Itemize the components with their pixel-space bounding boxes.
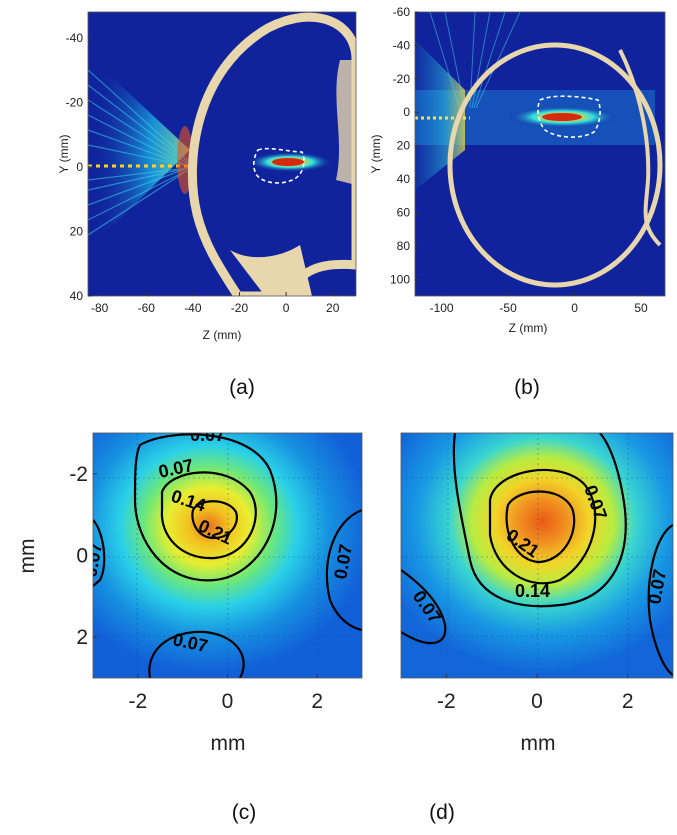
panel-b-x-axis-label: Z (mm) — [509, 321, 548, 335]
panel-b-focal-spot — [542, 113, 582, 121]
y-tick-label: 40 — [70, 289, 84, 303]
x-tick-label: -2 — [128, 690, 147, 713]
caption-c: (c) — [232, 801, 257, 824]
panel-c-contour-right — [325, 508, 362, 632]
x-tick-label: 0 — [571, 301, 578, 315]
panel-a-y-axis-label: Y (mm) — [57, 134, 71, 173]
panel-c-contour-021 — [191, 500, 238, 540]
y-tick-label: 0 — [403, 105, 410, 119]
panel-a-target-outline — [253, 147, 305, 184]
y-tick-label: 2 — [76, 626, 88, 649]
panel-c-contour-bottom — [148, 630, 245, 678]
x-tick-label: 0 — [283, 301, 290, 315]
panel-c-ticks: -2 0 2 -2 0 2 — [69, 463, 323, 713]
caption-b: (b) — [514, 376, 540, 399]
y-tick-label: 80 — [397, 239, 411, 253]
y-tick-label: 20 — [70, 224, 84, 238]
y-tick-label: 60 — [397, 205, 411, 219]
panel-d-x-axis-label: mm — [521, 732, 556, 755]
x-tick-label: -40 — [184, 301, 202, 315]
x-tick-label: 20 — [326, 301, 340, 315]
panel-d-contour-014 — [488, 468, 597, 585]
panel-a-skull-base — [230, 245, 312, 296]
panel-d-contour-021 — [505, 490, 576, 564]
panel-d-contour-right — [647, 524, 673, 676]
panel-a-beam-fringes — [88, 69, 189, 236]
panel-b-skull — [447, 42, 663, 288]
y-tick-label: 40 — [397, 172, 411, 186]
x-tick-label: 2 — [311, 690, 323, 713]
panel-d: 0.07 0.21 0.14 0.07 0.07 -2 0 2 mm — [400, 432, 674, 755]
panel-d-contour-left — [401, 569, 447, 645]
panel-d-contour-007 — [452, 433, 627, 608]
x-tick-label: -2 — [437, 690, 456, 713]
panel-c-y-axis-label: mm — [16, 539, 39, 574]
y-tick-label: 0 — [76, 160, 83, 174]
x-tick-label: 2 — [622, 690, 634, 713]
panel-c-contour-007 — [133, 433, 278, 582]
y-tick-label: -20 — [393, 72, 411, 86]
panel-b-skull-right — [618, 49, 662, 247]
panel-a: -80 -60 -40 -20 0 20 -40 -20 0 20 40 Z (mm) Y (mm) — [57, 11, 357, 342]
panel-b-y-axis-label: Y (mm) — [369, 134, 383, 173]
y-tick-label: -2 — [69, 463, 88, 486]
panel-d-heatmap — [401, 433, 673, 678]
panel-b: -100 -50 0 50 -60 -40 -20 0 20 40 60 80 100 Z (mm) Y… — [369, 5, 666, 335]
y-tick-label: 100 — [390, 272, 410, 286]
x-tick-label: -60 — [138, 301, 156, 315]
y-tick-label: -40 — [393, 38, 411, 52]
panel-b-ticks: -100 -50 0 50 -60 -40 -20 0 20 40 60 80 100 — [390, 5, 648, 315]
panel-d-ticks: -2 0 2 — [437, 674, 634, 713]
panel-a-beam — [88, 55, 190, 250]
y-tick-label: -40 — [66, 31, 84, 45]
panel-c-contour-left — [93, 519, 106, 587]
panel-b-frame — [414, 11, 666, 297]
y-tick-label: -20 — [66, 95, 84, 109]
panel-d-grid — [401, 433, 673, 678]
x-tick-label: -50 — [499, 301, 517, 315]
panel-c-contour-014 — [160, 471, 257, 560]
panel-a-skull-right — [336, 60, 356, 185]
panel-a-x-axis-label: Z (mm) — [203, 328, 242, 342]
x-tick-label: 50 — [634, 301, 648, 315]
x-tick-label: -100 — [430, 301, 454, 315]
y-tick-label: 20 — [397, 139, 411, 153]
panel-b-target-outline — [537, 95, 601, 138]
panel-c-label-top: 0.07 — [190, 425, 225, 445]
panel-c-grid — [93, 433, 362, 678]
x-tick-label: -80 — [91, 301, 109, 315]
y-tick-label: -60 — [393, 5, 411, 19]
x-tick-label: 0 — [222, 690, 234, 713]
panel-c-x-axis-label: mm — [211, 732, 246, 755]
caption-a: (a) — [229, 376, 255, 399]
y-tick-label: 0 — [76, 545, 88, 568]
x-tick-label: 0 — [531, 690, 543, 713]
panel-a-frame — [87, 11, 357, 297]
caption-d: (d) — [429, 801, 455, 824]
panel-d-label-014: 0.14 — [515, 581, 550, 601]
panel-a-ticks: -80 -60 -40 -20 0 20 -40 -20 0 20 40 — [66, 31, 340, 315]
panel-c: 0.07 0.07 0.14 0.21 0.07 0.07 0.07 -2 0 2-… — [16, 425, 363, 755]
x-tick-label: -20 — [231, 301, 249, 315]
panel-a-focal-spot — [272, 158, 304, 166]
panel-a-skull — [187, 12, 356, 296]
